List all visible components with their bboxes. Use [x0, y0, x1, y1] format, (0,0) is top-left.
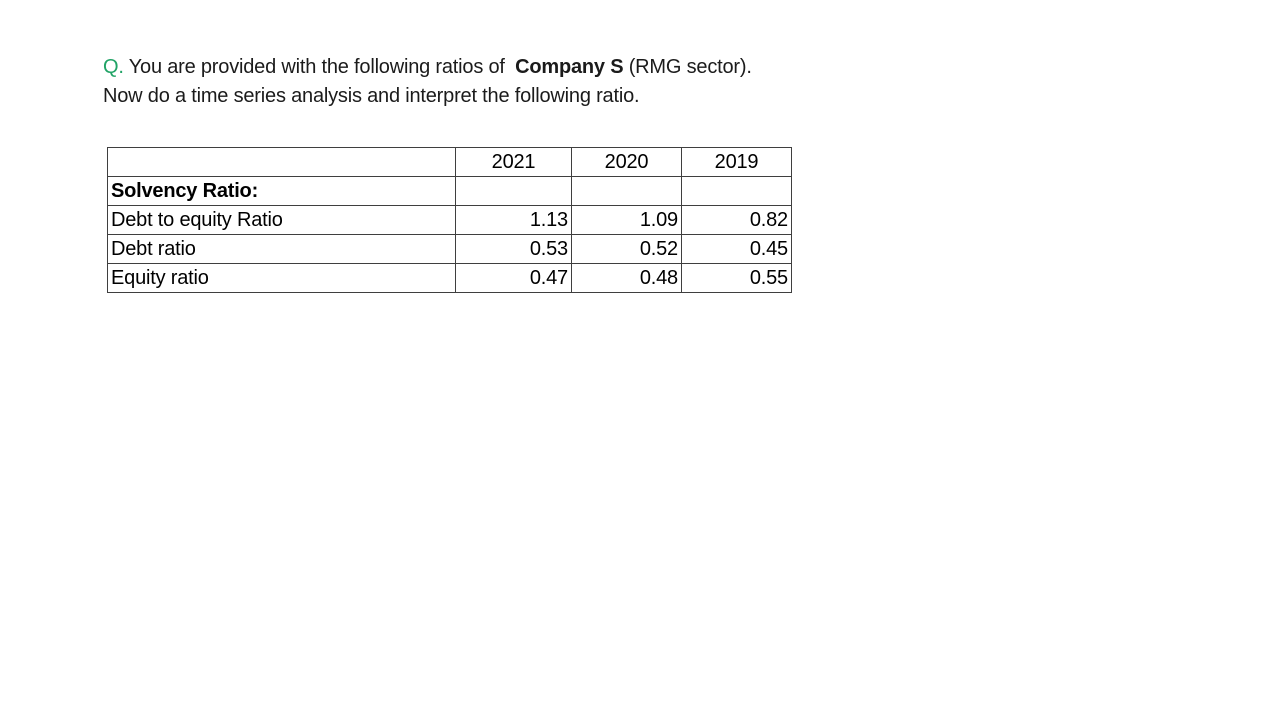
- row-label-equity-ratio: Equity ratio: [107, 263, 456, 293]
- ratios-table: 2021 2020 2019 Solvency Ratio: Debt to e…: [107, 147, 792, 293]
- table-cell: 0.55: [681, 263, 792, 293]
- table-row-debt-to-equity: Debt to equity Ratio 1.13 1.09 0.82: [107, 205, 792, 235]
- table-row-equity-ratio: Equity ratio 0.47 0.48 0.55: [107, 263, 792, 293]
- row-label-debt-ratio: Debt ratio: [107, 234, 456, 264]
- table-cell: 0.82: [681, 205, 792, 235]
- table-cell: 0.52: [571, 234, 682, 264]
- question-prefix: Q.: [103, 56, 124, 78]
- table-cell: 0.47: [455, 263, 572, 293]
- table-cell: [455, 176, 572, 206]
- question-text: Q. You are provided with the following r…: [103, 53, 963, 111]
- table-cell: 0.45: [681, 234, 792, 264]
- table-row-solvency-ratio: Solvency Ratio:: [107, 176, 792, 206]
- table-cell: [681, 176, 792, 206]
- table-cell: 0.53: [455, 234, 572, 264]
- table-header-row: 2021 2020 2019: [107, 147, 792, 177]
- table-header-2019: 2019: [681, 147, 792, 177]
- table-cell: 1.09: [571, 205, 682, 235]
- question-line1-part1: You are provided with the following rati…: [123, 56, 511, 78]
- row-label-debt-to-equity: Debt to equity Ratio: [107, 205, 456, 235]
- table-cell: 1.13: [455, 205, 572, 235]
- row-label-solvency-ratio: Solvency Ratio:: [107, 176, 456, 206]
- table-header-2021: 2021: [455, 147, 572, 177]
- question-line2: Now do a time series analysis and interp…: [103, 85, 640, 107]
- table-row-debt-ratio: Debt ratio 0.53 0.52 0.45: [107, 234, 792, 264]
- table-cell: 0.48: [571, 263, 682, 293]
- company-name: Company S: [515, 56, 624, 78]
- table-cell: [571, 176, 682, 206]
- table-header-blank: [107, 147, 456, 177]
- question-line1-part2: (RMG sector).: [623, 56, 752, 78]
- table-header-2020: 2020: [571, 147, 682, 177]
